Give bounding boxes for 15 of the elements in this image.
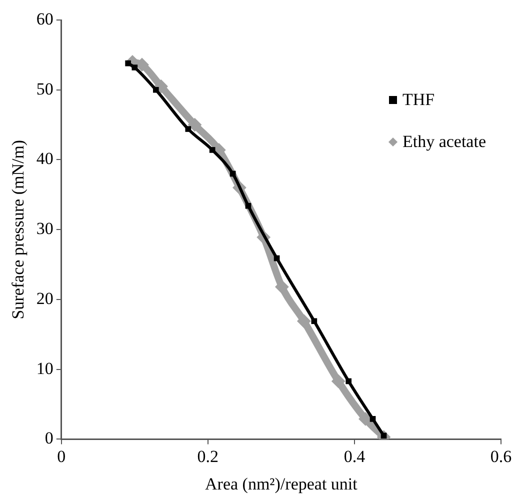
x-tick-label: 0 xyxy=(57,446,66,466)
y-tick-label: 50 xyxy=(36,79,54,98)
y-tick-label: 40 xyxy=(36,149,54,168)
y-tick-label: 0 xyxy=(44,428,54,448)
y-tick-label: 20 xyxy=(36,288,54,308)
legend-label: THF xyxy=(402,90,435,110)
legend-label: Ethy acetate xyxy=(402,132,486,152)
x-tick-label: 0.2 xyxy=(197,446,219,466)
x-tick-label: 0.6 xyxy=(490,446,512,466)
x-tick-label: 0.4 xyxy=(344,446,366,466)
y-axis-title: Sureface pressure (mN/m) xyxy=(8,140,28,320)
x-axis-title: Area (nm²)/repeat unit xyxy=(205,474,358,494)
y-tick-label: 10 xyxy=(36,358,54,378)
y-tick-label: 60 xyxy=(36,9,54,28)
y-tick-label: 30 xyxy=(36,219,54,238)
